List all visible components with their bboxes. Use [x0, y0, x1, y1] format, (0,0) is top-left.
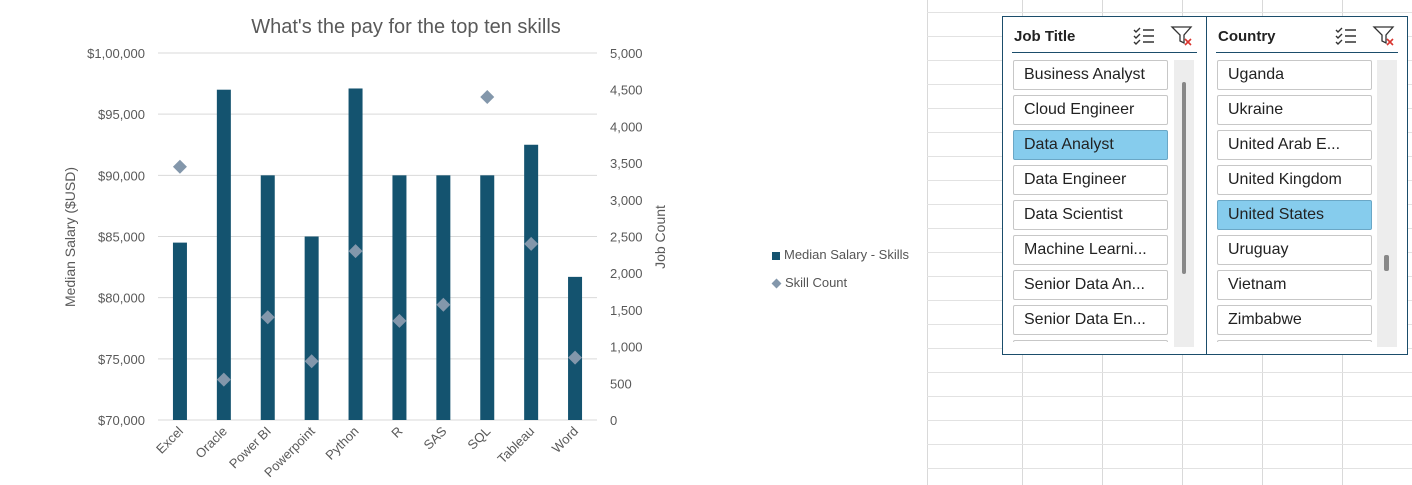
slicer-item-partial[interactable] — [1217, 340, 1372, 342]
slicer-item-united-states[interactable]: United States — [1217, 200, 1372, 230]
slicer-item-business-analyst[interactable]: Business Analyst — [1013, 60, 1168, 90]
bar-sql — [480, 175, 495, 420]
marker-sas — [436, 297, 451, 312]
marker-powerpoint — [304, 354, 319, 369]
slicer-header: Job Title — [1012, 17, 1197, 53]
x-tick-label: Excel — [153, 423, 186, 456]
marker-oracle — [216, 372, 231, 387]
legend-swatch-count — [771, 278, 782, 289]
slicer-item-vietnam[interactable]: Vietnam — [1217, 270, 1372, 300]
bar-word — [568, 276, 583, 420]
multi-select-icon[interactable] — [1334, 25, 1358, 47]
slicer-item-uganda[interactable]: Uganda — [1217, 60, 1372, 90]
bar-sas — [436, 175, 451, 420]
y-tick-label: $95,000 — [98, 107, 145, 122]
y-tick-label: $1,00,000 — [87, 46, 145, 61]
y2-tick-label: 2,500 — [610, 230, 643, 245]
marker-tableau — [524, 236, 539, 251]
bar-power-bi — [260, 175, 275, 420]
y-tick-label: $85,000 — [98, 230, 145, 245]
y2-tick-label: 5,000 — [610, 46, 643, 61]
y-tick-label: $70,000 — [98, 413, 145, 428]
slicer-item-united-arab-e[interactable]: United Arab E... — [1217, 130, 1372, 160]
marker-power-bi — [260, 310, 275, 325]
chart-title: What's the pay for the top ten skills — [251, 16, 561, 38]
clear-filter-icon[interactable] — [1372, 25, 1396, 47]
bar-oracle — [216, 89, 231, 420]
slicer-country: Country Uganda Ukraine United Arab E... Uni… — [1206, 16, 1408, 355]
slicer-item-zimbabwe[interactable]: Zimbabwe — [1217, 305, 1372, 335]
x-tick-label: Tableau — [494, 424, 537, 467]
slicer-items: Uganda Ukraine United Arab E... United King… — [1217, 60, 1372, 342]
scrollbar-thumb[interactable] — [1384, 255, 1389, 271]
y2-axis-label: Job Count — [652, 205, 668, 269]
y2-tick-label: 2,000 — [610, 266, 643, 281]
multi-select-icon[interactable] — [1132, 25, 1156, 47]
y-tick-label: $80,000 — [98, 291, 145, 306]
slicer-items: Business Analyst Cloud Engineer Data Analy… — [1013, 60, 1168, 342]
x-tick-label: Python — [322, 424, 361, 463]
y2-tick-label: 4,000 — [610, 119, 643, 134]
slicer-scrollbar[interactable] — [1377, 60, 1397, 347]
legend-swatch-salary — [772, 251, 780, 260]
clear-filter-icon[interactable] — [1170, 25, 1194, 47]
marker-python — [348, 244, 363, 259]
slicer-item-ukraine[interactable]: Ukraine — [1217, 95, 1372, 125]
bar-powerpoint — [304, 236, 319, 420]
slicer-job-title: Job Title Business Analyst Cloud Engineer… — [1002, 16, 1207, 355]
legend-label-salary: Median Salary - Skills — [784, 247, 909, 262]
y2-tick-label: 1,500 — [610, 303, 643, 318]
bar-r — [392, 175, 407, 420]
slicer-title: Country — [1218, 28, 1276, 45]
y-tick-label: $90,000 — [98, 168, 145, 183]
chart: What's the pay for the top ten skills $7… — [62, 16, 668, 480]
slicer-item-uruguay[interactable]: Uruguay — [1217, 235, 1372, 265]
slicer-item-partial[interactable] — [1013, 340, 1168, 342]
slicer-item-united-kingdom[interactable]: United Kingdom — [1217, 165, 1372, 195]
slicer-header: Country — [1216, 17, 1398, 53]
x-tick-label: SAS — [420, 423, 449, 452]
x-tick-label: Word — [549, 424, 581, 456]
y2-tick-label: 3,500 — [610, 156, 643, 171]
y2-tick-label: 3,000 — [610, 193, 643, 208]
slicer-title: Job Title — [1014, 28, 1076, 45]
bar-tableau — [524, 144, 539, 420]
slicer-item-machine-learni[interactable]: Machine Learni... — [1013, 235, 1168, 265]
y-tick-label: $75,000 — [98, 352, 145, 367]
slicer-item-senior-data-en[interactable]: Senior Data En... — [1013, 305, 1168, 335]
y2-tick-label: 0 — [610, 413, 617, 428]
y-axis-label: Median Salary ($USD) — [62, 167, 78, 307]
marker-excel — [172, 159, 187, 174]
marker-r — [392, 313, 407, 328]
legend-salary: Median Salary - Skills — [772, 247, 909, 262]
slicer-scrollbar[interactable] — [1174, 60, 1194, 347]
slicer-item-cloud-engineer[interactable]: Cloud Engineer — [1013, 95, 1168, 125]
y2-tick-label: 500 — [610, 376, 632, 391]
scrollbar-thumb[interactable] — [1182, 82, 1186, 274]
x-tick-label: R — [388, 424, 405, 441]
y2-tick-label: 4,500 — [610, 83, 643, 98]
slicer-item-data-analyst[interactable]: Data Analyst — [1013, 130, 1168, 160]
slicer-item-senior-data-an[interactable]: Senior Data An... — [1013, 270, 1168, 300]
slicer-item-data-engineer[interactable]: Data Engineer — [1013, 165, 1168, 195]
x-tick-label: SQL — [464, 424, 493, 453]
legend-label-count: Skill Count — [785, 275, 848, 290]
marker-word — [568, 350, 583, 365]
y2-tick-label: 1,000 — [610, 340, 643, 355]
slicer-item-data-scientist[interactable]: Data Scientist — [1013, 200, 1168, 230]
bar-excel — [172, 242, 187, 420]
x-tick-label: Oracle — [192, 424, 230, 462]
marker-sql — [480, 90, 495, 105]
legend-count: Skill Count — [771, 275, 848, 290]
